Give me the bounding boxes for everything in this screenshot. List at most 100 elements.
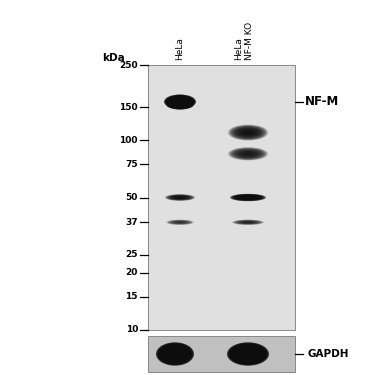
Ellipse shape: [237, 220, 259, 224]
Text: 150: 150: [119, 102, 138, 111]
Ellipse shape: [243, 196, 254, 199]
Ellipse shape: [231, 194, 265, 201]
Ellipse shape: [241, 221, 255, 224]
Ellipse shape: [237, 128, 259, 137]
Ellipse shape: [237, 150, 259, 158]
Ellipse shape: [174, 99, 186, 105]
Ellipse shape: [245, 352, 251, 356]
Text: kDa: kDa: [102, 53, 125, 63]
Ellipse shape: [164, 347, 186, 361]
Ellipse shape: [172, 196, 188, 200]
Ellipse shape: [163, 346, 188, 362]
Ellipse shape: [231, 345, 265, 363]
Ellipse shape: [232, 148, 264, 159]
Ellipse shape: [165, 348, 184, 360]
Ellipse shape: [177, 103, 183, 106]
Ellipse shape: [233, 220, 263, 225]
Ellipse shape: [241, 152, 255, 156]
Ellipse shape: [164, 94, 196, 109]
Ellipse shape: [236, 128, 260, 137]
Ellipse shape: [178, 100, 182, 103]
Ellipse shape: [176, 196, 184, 198]
Ellipse shape: [233, 127, 263, 138]
Ellipse shape: [167, 350, 183, 358]
Ellipse shape: [235, 220, 261, 224]
Ellipse shape: [174, 221, 186, 224]
Ellipse shape: [230, 148, 266, 160]
Ellipse shape: [171, 195, 189, 200]
Ellipse shape: [240, 129, 256, 136]
Text: HeLa: HeLa: [234, 37, 243, 60]
Ellipse shape: [176, 103, 184, 106]
Ellipse shape: [174, 99, 186, 104]
Bar: [148, 65, 295, 330]
Text: 10: 10: [126, 326, 138, 334]
Ellipse shape: [228, 147, 268, 160]
Ellipse shape: [170, 98, 190, 106]
Ellipse shape: [229, 147, 267, 160]
Ellipse shape: [173, 99, 187, 105]
Ellipse shape: [176, 100, 184, 104]
Ellipse shape: [230, 194, 266, 201]
Ellipse shape: [171, 352, 179, 356]
Ellipse shape: [241, 196, 255, 199]
Ellipse shape: [239, 151, 257, 157]
Ellipse shape: [243, 222, 253, 223]
Ellipse shape: [161, 345, 189, 363]
Ellipse shape: [178, 104, 182, 105]
Ellipse shape: [167, 220, 193, 225]
Ellipse shape: [173, 196, 187, 199]
Ellipse shape: [236, 347, 261, 361]
Text: 50: 50: [126, 193, 138, 202]
Bar: [148, 336, 295, 372]
Ellipse shape: [172, 221, 188, 224]
Ellipse shape: [232, 126, 264, 139]
Ellipse shape: [166, 194, 194, 201]
Ellipse shape: [166, 99, 194, 109]
Ellipse shape: [173, 353, 177, 355]
Ellipse shape: [230, 344, 266, 364]
Ellipse shape: [246, 197, 250, 198]
Ellipse shape: [229, 344, 267, 364]
Ellipse shape: [166, 95, 194, 108]
Ellipse shape: [235, 150, 261, 158]
Ellipse shape: [179, 101, 181, 102]
Ellipse shape: [245, 131, 251, 134]
Ellipse shape: [241, 350, 255, 358]
Ellipse shape: [168, 195, 192, 200]
Ellipse shape: [157, 343, 193, 365]
Ellipse shape: [233, 346, 263, 362]
Ellipse shape: [239, 129, 257, 136]
Ellipse shape: [166, 349, 183, 359]
Ellipse shape: [234, 127, 262, 138]
Ellipse shape: [230, 125, 266, 140]
Ellipse shape: [174, 196, 186, 199]
Text: 15: 15: [126, 292, 138, 301]
Ellipse shape: [234, 149, 262, 159]
Ellipse shape: [175, 221, 185, 223]
Ellipse shape: [178, 197, 182, 198]
Ellipse shape: [167, 99, 193, 109]
Ellipse shape: [168, 220, 192, 225]
Ellipse shape: [239, 221, 257, 224]
Ellipse shape: [238, 349, 258, 359]
Ellipse shape: [235, 128, 261, 138]
Ellipse shape: [167, 96, 193, 108]
Ellipse shape: [170, 220, 190, 224]
Ellipse shape: [228, 343, 268, 365]
Ellipse shape: [234, 220, 262, 225]
Ellipse shape: [173, 221, 187, 224]
Ellipse shape: [166, 96, 194, 108]
Ellipse shape: [243, 152, 253, 156]
Ellipse shape: [238, 129, 258, 136]
Ellipse shape: [233, 149, 263, 159]
Ellipse shape: [236, 195, 261, 200]
Ellipse shape: [169, 100, 191, 109]
Ellipse shape: [172, 101, 188, 108]
Ellipse shape: [170, 100, 190, 108]
Ellipse shape: [178, 101, 182, 102]
Ellipse shape: [232, 220, 264, 225]
Ellipse shape: [236, 150, 260, 158]
Ellipse shape: [162, 346, 188, 362]
Ellipse shape: [170, 220, 190, 224]
